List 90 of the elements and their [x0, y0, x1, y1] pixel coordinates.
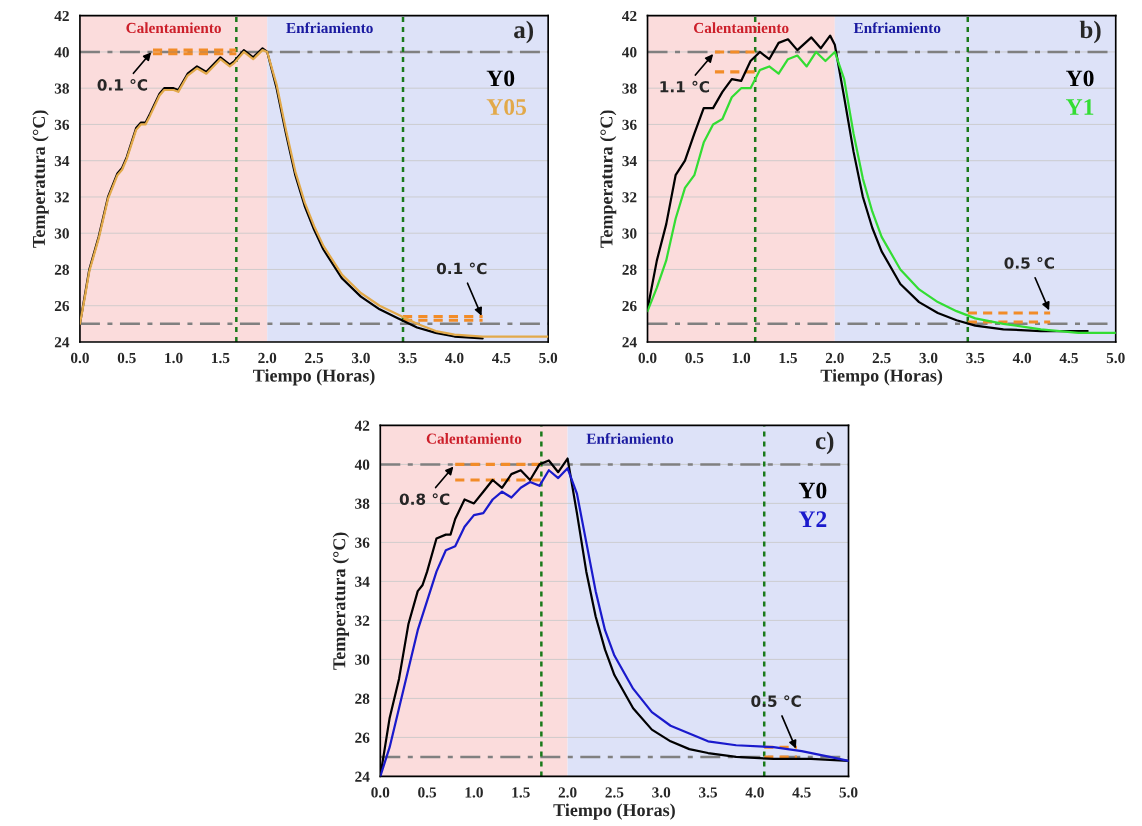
y-tick-label: 32 [54, 192, 69, 203]
band-label: Calentamiento [126, 22, 221, 34]
y-tick-label: 26 [355, 732, 370, 743]
x-tick-label: 4.0 [445, 352, 464, 364]
annotation: b) [1079, 20, 1101, 44]
y-tick-label: 36 [355, 537, 370, 548]
x-tick-label: 2.0 [258, 352, 277, 364]
y-tick-label: 28 [622, 264, 637, 275]
text: Y0 [798, 482, 827, 499]
y-tick-label: 24 [54, 337, 70, 348]
x-tick-label: 2.5 [605, 787, 624, 798]
x-tick-label: 5.0 [839, 787, 858, 798]
x-tick-label: 3.5 [966, 352, 985, 364]
annotation: 0.8 °C [399, 493, 450, 505]
y-tick-label: 32 [355, 615, 370, 626]
x-tick-label: 2.0 [825, 352, 844, 364]
y-tick-label: 30 [622, 228, 637, 239]
annotation: 0.5 °C [751, 695, 801, 707]
x-tick-label: 1.5 [212, 352, 230, 364]
y-tick-label: 36 [622, 119, 637, 130]
x-tick-label: 2.5 [872, 352, 891, 364]
band-label: Enfriamiento [286, 22, 373, 34]
y-tick-label: 38 [622, 83, 637, 94]
x-tick-label: 4.5 [1059, 352, 1078, 364]
band-label: Enfriamiento [586, 432, 674, 444]
x-axis-title: Tiempo (Horas) [820, 369, 943, 386]
y-tick-label: 26 [54, 300, 70, 312]
y-tick-label: 24 [355, 771, 370, 782]
y-tick-label: 38 [355, 498, 370, 509]
x-tick-label: 5.0 [1106, 352, 1125, 364]
y-tick-label: 34 [54, 155, 70, 167]
y-axis-title: Temperatura (°C) [32, 110, 49, 248]
y-tick-label: 38 [54, 83, 70, 94]
x-tick-label: 0.5 [117, 352, 136, 364]
annotation: 0.1 °C [97, 79, 148, 91]
text: Y0 [486, 70, 515, 87]
y-tick-label: 36 [54, 119, 70, 130]
x-tick-label: 3.0 [652, 787, 671, 798]
annotation: a) [514, 20, 534, 44]
band-label: Enfriamiento [853, 22, 941, 34]
x-tick-label: 0.5 [418, 787, 437, 798]
x-tick-label: 0.5 [685, 352, 704, 364]
annotation: 1.1 °C [660, 80, 710, 93]
x-tick-label: 0.0 [371, 787, 390, 798]
text: Y2 [798, 511, 827, 527]
band-label: Calentamiento [426, 433, 522, 444]
text: Y05 [486, 99, 527, 115]
annotation: 0.5 °C [1004, 257, 1054, 269]
annotation: c) [815, 431, 834, 455]
x-tick-label: 3.0 [919, 352, 938, 364]
y-tick-label: 32 [622, 192, 637, 203]
x-tick-label: 1.5 [779, 352, 797, 364]
x-tick-label: 0.0 [70, 352, 89, 364]
y-tick-label: 40 [54, 47, 69, 58]
x-tick-label: 1.0 [732, 352, 751, 364]
x-tick-label: 2.0 [558, 787, 577, 798]
text: Y1 [1066, 99, 1094, 115]
x-tick-label: 4.5 [792, 787, 811, 798]
y-tick-label: 42 [354, 420, 370, 431]
x-tick-label: 2.5 [305, 352, 324, 364]
text: Y0 [1066, 70, 1094, 87]
y-tick-label: 40 [622, 47, 637, 58]
x-tick-label: 0.0 [638, 352, 657, 364]
y-tick-label: 40 [354, 459, 370, 470]
x-tick-label: 1.0 [165, 352, 183, 364]
y-tick-label: 34 [355, 576, 370, 587]
y-tick-label: 28 [54, 264, 70, 275]
x-tick-label: 5.0 [539, 352, 558, 364]
x-axis-title: Tiempo (Horas) [553, 803, 675, 820]
y-tick-label: 42 [54, 10, 69, 21]
x-axis-title: Tiempo (Horas) [253, 369, 375, 386]
y-tick-label: 28 [355, 693, 370, 704]
y-tick-label: 42 [622, 10, 637, 21]
x-tick-label: 3.5 [398, 352, 417, 364]
annotation: 0.1 °C [436, 262, 487, 275]
x-tick-label: 4.0 [745, 787, 764, 798]
band-label: Calentamiento [693, 22, 789, 34]
x-tick-label: 4.5 [492, 352, 511, 364]
x-tick-label: 3.0 [351, 352, 370, 364]
y-tick-label: 34 [622, 155, 637, 167]
y-axis-title: Temperatura (°C) [599, 110, 617, 248]
y-tick-label: 30 [355, 654, 370, 665]
x-tick-label: 1.0 [465, 787, 483, 798]
y-tick-label: 24 [622, 337, 637, 348]
y-axis-title: Temperatura (°C) [332, 532, 350, 670]
x-tick-label: 4.0 [1012, 352, 1032, 364]
y-tick-label: 30 [54, 228, 69, 239]
y-tick-label: 26 [622, 300, 637, 312]
x-tick-label: 3.5 [699, 787, 718, 798]
x-tick-label: 1.5 [512, 787, 530, 798]
